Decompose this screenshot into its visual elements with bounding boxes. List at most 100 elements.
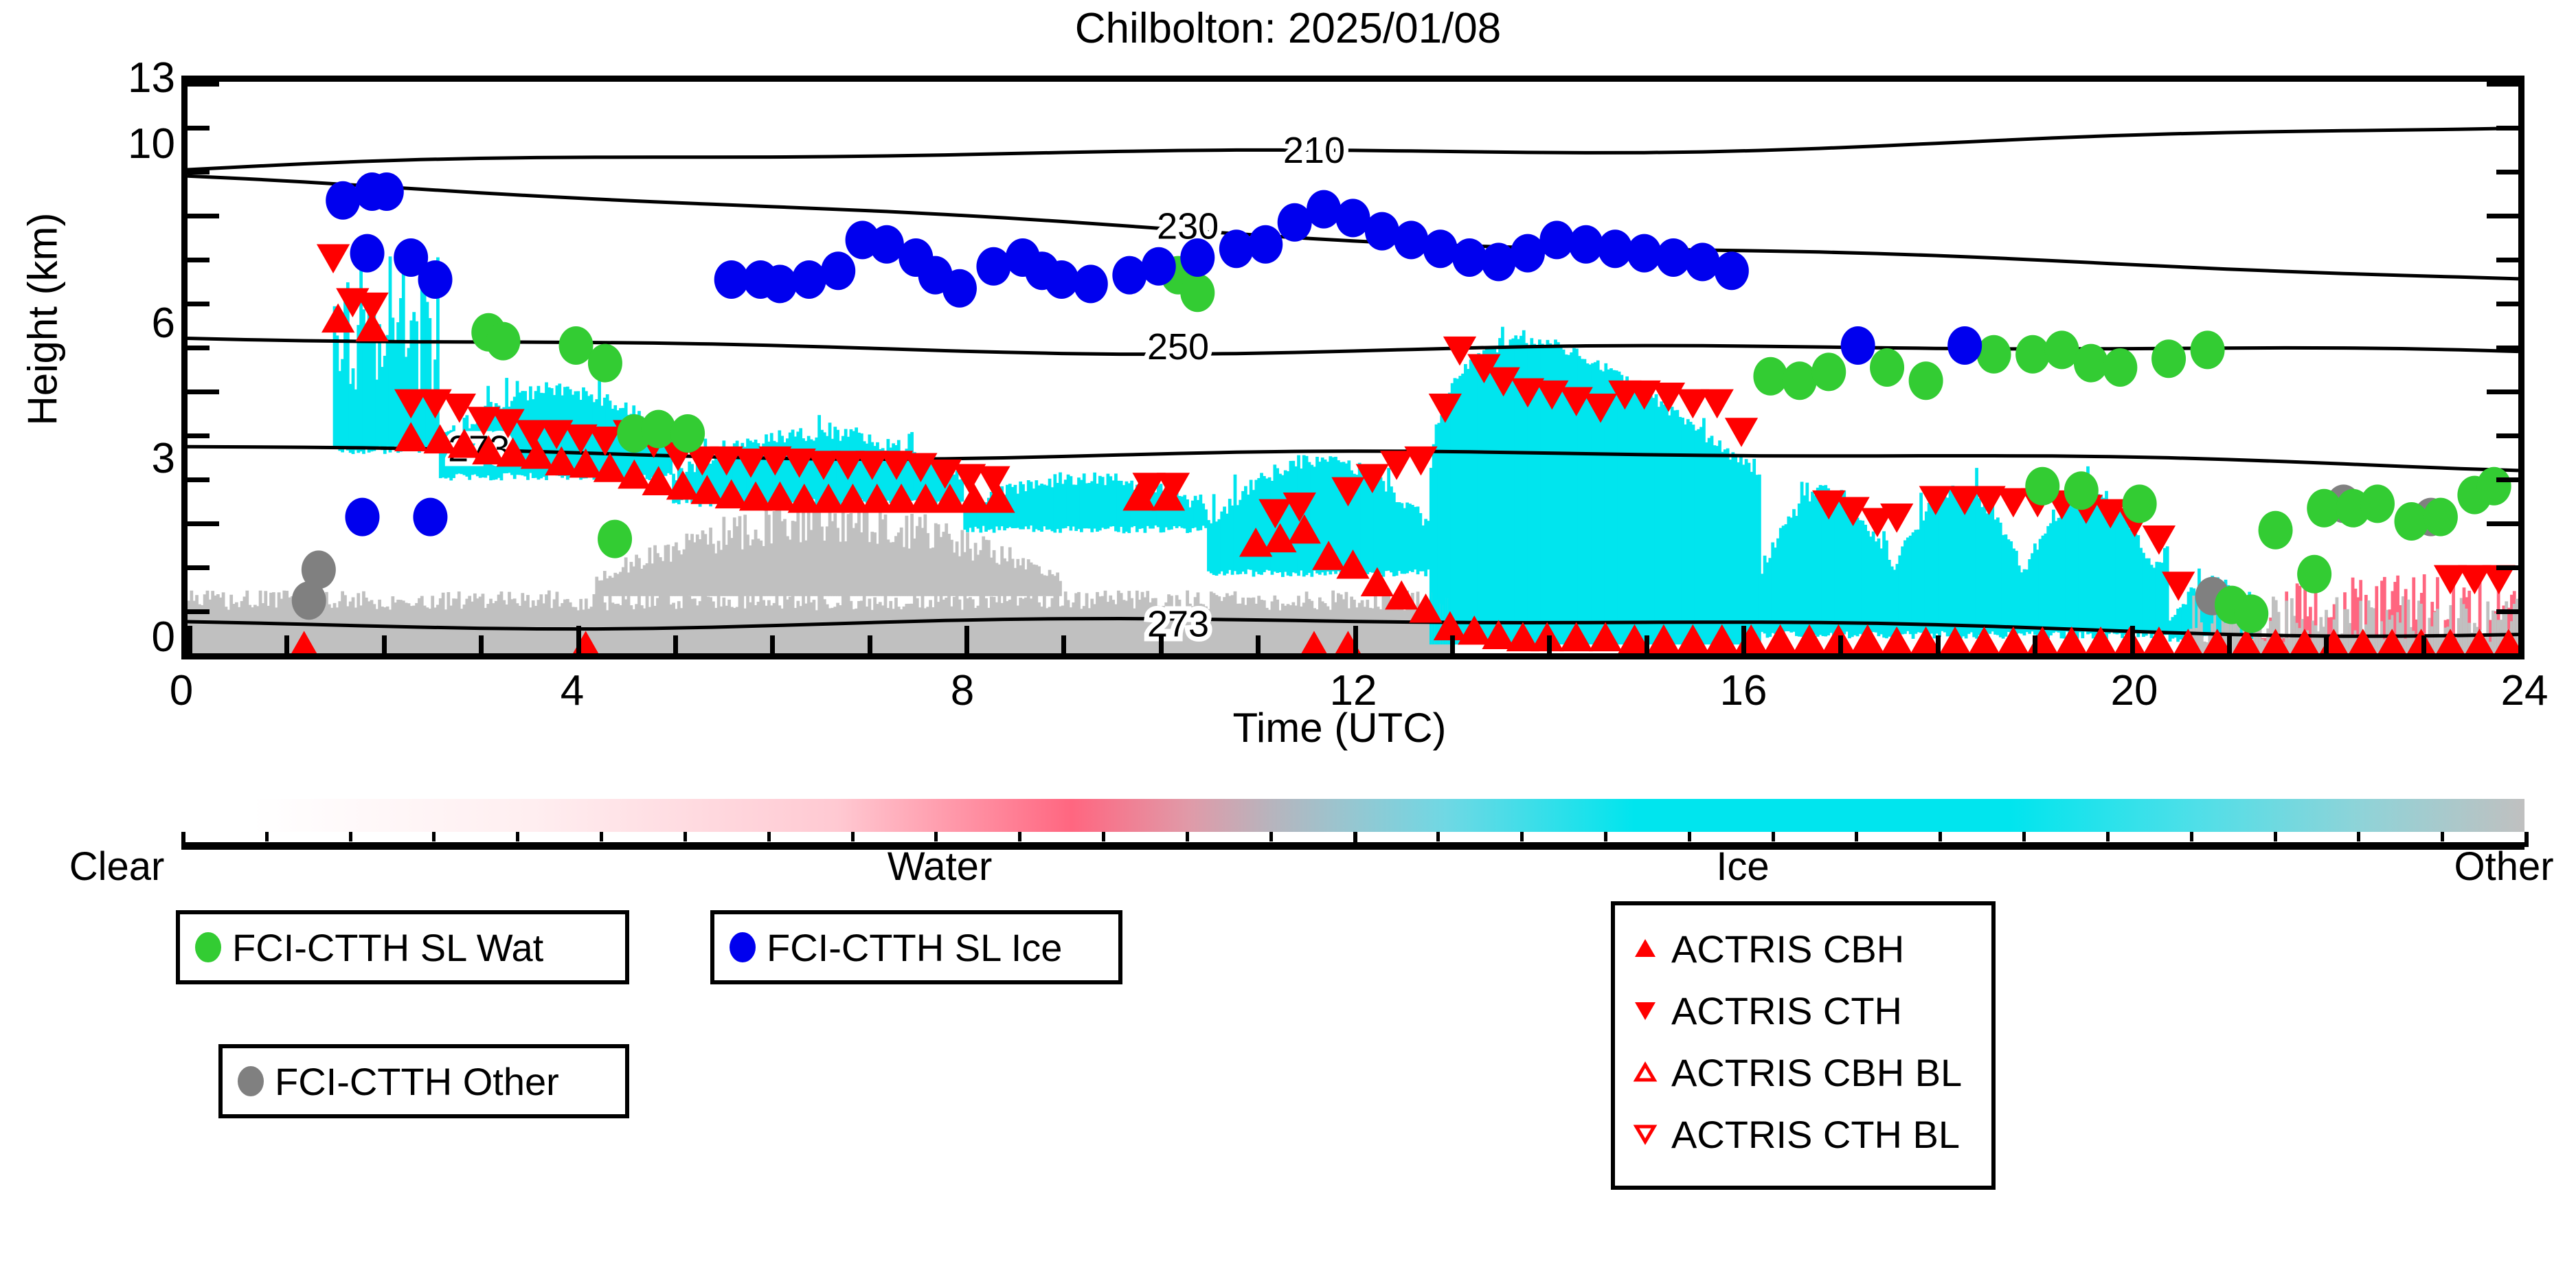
- classification-column: [2478, 576, 2482, 649]
- classification-column: [960, 609, 964, 653]
- legend-fci-other[interactable]: FCI-CTTH Other: [218, 1044, 629, 1118]
- classification-column: [886, 439, 890, 501]
- classification-column: [1827, 488, 1831, 635]
- classification-column: [1140, 591, 1144, 653]
- classification-column: [2452, 583, 2455, 649]
- classification-column: [1741, 464, 1745, 645]
- y-tick-mark: [2496, 302, 2518, 306]
- classification-column: [804, 540, 808, 596]
- classification-column: [1898, 555, 1902, 637]
- classification-column: [375, 609, 379, 653]
- x-tick-label-0: 0: [169, 667, 194, 714]
- classification-column: [735, 440, 739, 501]
- classification-column: [1315, 456, 1319, 574]
- classification-column: [1241, 597, 1245, 653]
- classification-column: [1201, 503, 1206, 526]
- classification-column: [1100, 477, 1105, 528]
- classification-column: [1151, 598, 1155, 653]
- classification-column: [1763, 555, 1767, 634]
- classification-column: [1006, 561, 1009, 596]
- classification-column: [730, 607, 734, 653]
- classification-column: [1432, 444, 1436, 645]
- classification-column: [1922, 520, 1925, 634]
- classification-column: [2430, 626, 2434, 653]
- classification-column: [1969, 499, 1974, 633]
- classification-column: [1225, 593, 1229, 653]
- classification-column: [1368, 607, 1372, 653]
- classification-column: [598, 595, 601, 653]
- x-tick-mark: [867, 635, 872, 653]
- classification-column: [1524, 343, 1528, 645]
- x-tick-label-12: 12: [1329, 667, 1377, 714]
- classification-column: [1249, 598, 1253, 653]
- classification-column: [695, 534, 699, 596]
- classification-column: [2406, 599, 2410, 653]
- classification-column: [896, 607, 901, 653]
- actris-cbh-marker: [1409, 594, 1443, 623]
- classification-column: [1938, 501, 1941, 637]
- classification-column: [508, 406, 511, 473]
- classification-column: [2316, 631, 2320, 653]
- actris-cbh-marker: [1312, 541, 1346, 570]
- actris-cth-marker: [734, 449, 768, 478]
- y-tick-mark: [2496, 477, 2518, 482]
- classification-column: [1037, 602, 1041, 653]
- classification-column: [817, 590, 822, 653]
- legend-marker-blue-circle: [730, 932, 756, 962]
- classification-column: [1040, 574, 1043, 596]
- classification-column: [907, 433, 912, 501]
- classification-column: [2351, 635, 2355, 653]
- actris-cbh-marker: [1458, 615, 1491, 645]
- classification-column: [785, 536, 789, 596]
- data-point: [791, 260, 826, 299]
- classification-column: [714, 553, 718, 596]
- actris-cbh-marker: [1763, 624, 1797, 653]
- classification-column: [989, 557, 993, 596]
- classification-column: [1318, 597, 1322, 653]
- classification-column: [1035, 565, 1039, 596]
- classification-column: [873, 597, 877, 653]
- classification-column: [1013, 484, 1017, 528]
- classification-column: [645, 563, 649, 596]
- classification-column: [624, 557, 628, 596]
- classification-column: [563, 599, 567, 653]
- classification-column: [1408, 504, 1412, 572]
- classification-column: [1193, 597, 1197, 653]
- data-point: [1481, 242, 1516, 282]
- classification-column: [1045, 608, 1049, 653]
- classification-column: [635, 554, 638, 596]
- y-tick-mark: [188, 653, 219, 658]
- classification-column: [1864, 524, 1868, 633]
- classification-column: [2125, 522, 2129, 634]
- y-tick-mark: [2496, 609, 2518, 614]
- classification-column: [438, 444, 442, 479]
- classification-column: [1164, 602, 1168, 653]
- classification-column: [651, 596, 655, 653]
- classification-column: [685, 591, 689, 653]
- classification-column: [1519, 335, 1523, 645]
- legend-fci-sl-ice[interactable]: FCI-CTTH SL Ice: [710, 910, 1122, 984]
- classification-column: [1908, 535, 1912, 635]
- classification-column: [2022, 569, 2026, 636]
- classification-column: [1954, 494, 1958, 638]
- classification-column: [1087, 608, 1092, 653]
- classification-column: [738, 516, 742, 596]
- classification-column: [1042, 575, 1046, 596]
- data-point: [1335, 199, 1370, 238]
- classification-column: [1357, 602, 1362, 653]
- classification-column: [642, 608, 646, 653]
- legend-actris[interactable]: ACTRIS CBH ACTRIS CTH ACTRIS CBH BL ACTR…: [1611, 901, 1996, 1190]
- classification-column: [934, 464, 938, 506]
- series-fci-ctth-sl-ice: [326, 172, 1982, 536]
- classification-column: [1808, 501, 1812, 633]
- classification-column: [1850, 499, 1854, 637]
- classification-column: [931, 607, 935, 653]
- classification-column: [1638, 391, 1642, 645]
- classification-column: [1280, 603, 1285, 653]
- classification-column: [1424, 608, 1427, 653]
- colorbar-tick: [1185, 832, 1189, 841]
- x-tick-mark: [381, 635, 387, 653]
- actris-cth-marker: [806, 451, 841, 480]
- classification-column: [364, 330, 368, 449]
- legend-fci-sl-wat[interactable]: FCI-CTTH SL Wat: [176, 910, 629, 984]
